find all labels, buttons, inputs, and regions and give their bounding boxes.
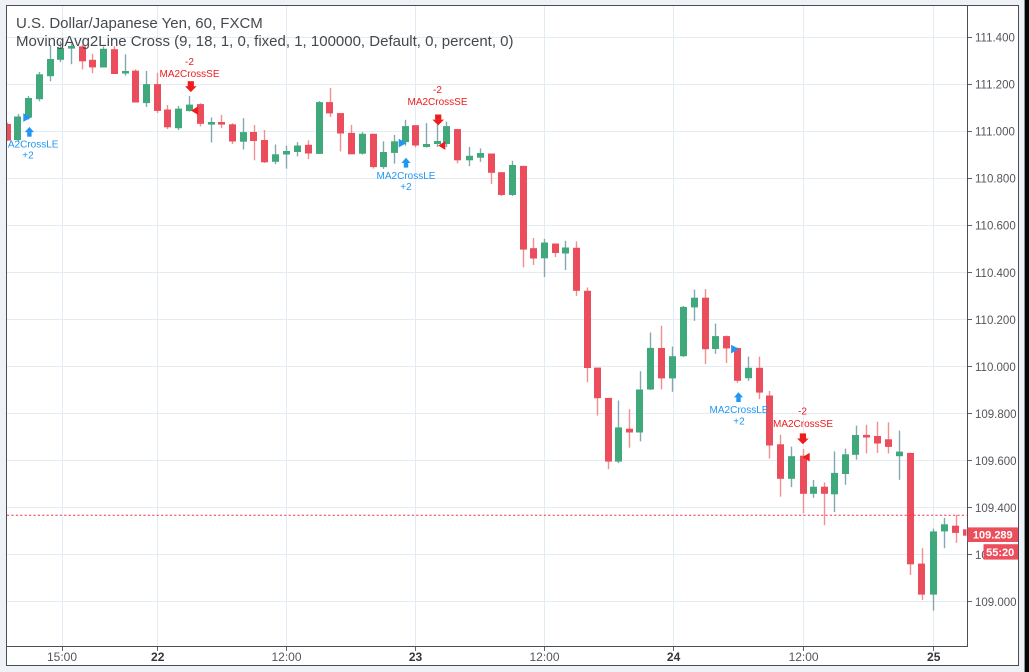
svg-text:110.800: 110.800 (975, 174, 1016, 186)
svg-text:110.000: 110.000 (975, 362, 1016, 374)
svg-text:MA2CrossSE: MA2CrossSE (159, 69, 219, 80)
svg-text:111.400: 111.400 (975, 33, 1015, 45)
svg-text:MovingAvg2Line Cross (9, 18, 1: MovingAvg2Line Cross (9, 18, 1, 0, fixed… (16, 33, 514, 50)
svg-text:110.400: 110.400 (975, 268, 1016, 280)
svg-text:+2: +2 (22, 150, 34, 161)
svg-text:109.400: 109.400 (975, 503, 1017, 515)
svg-text:110.200: 110.200 (975, 315, 1016, 327)
svg-text:MA2CrossLE: MA2CrossLE (710, 405, 769, 416)
svg-text:+2: +2 (400, 182, 412, 193)
svg-text:23: 23 (409, 650, 423, 664)
svg-text:25: 25 (927, 650, 941, 664)
svg-text:MA2CrossSE: MA2CrossSE (773, 419, 833, 430)
svg-text:+2: +2 (733, 417, 745, 428)
svg-text:109.289: 109.289 (973, 530, 1013, 542)
svg-text:109.800: 109.800 (975, 409, 1017, 421)
svg-text:MA2CrossLE: MA2CrossLE (377, 171, 436, 182)
svg-text:MA2CrossLE: MA2CrossLE (0, 139, 59, 150)
svg-text:24: 24 (667, 650, 681, 664)
svg-text:12:00: 12:00 (271, 650, 301, 664)
svg-text:110.600: 110.600 (975, 221, 1016, 233)
svg-text:15:00: 15:00 (47, 650, 77, 664)
svg-text:U.S. Dollar/Japanese Yen, 60,: U.S. Dollar/Japanese Yen, 60, FXCM (16, 15, 263, 32)
svg-text:109.600: 109.600 (975, 456, 1017, 468)
svg-text:55:20: 55:20 (986, 547, 1014, 559)
svg-text:109.000: 109.000 (975, 597, 1017, 609)
svg-text:MA2CrossSE: MA2CrossSE (407, 97, 467, 108)
svg-text:-2: -2 (798, 406, 807, 417)
svg-text:22: 22 (151, 650, 165, 664)
svg-text:12:00: 12:00 (789, 650, 819, 664)
svg-text:-2: -2 (433, 85, 442, 96)
svg-text:12:00: 12:00 (529, 650, 559, 664)
svg-text:111.200: 111.200 (975, 80, 1015, 92)
svg-text:111.000: 111.000 (975, 127, 1015, 139)
svg-text:-2: -2 (185, 57, 194, 68)
